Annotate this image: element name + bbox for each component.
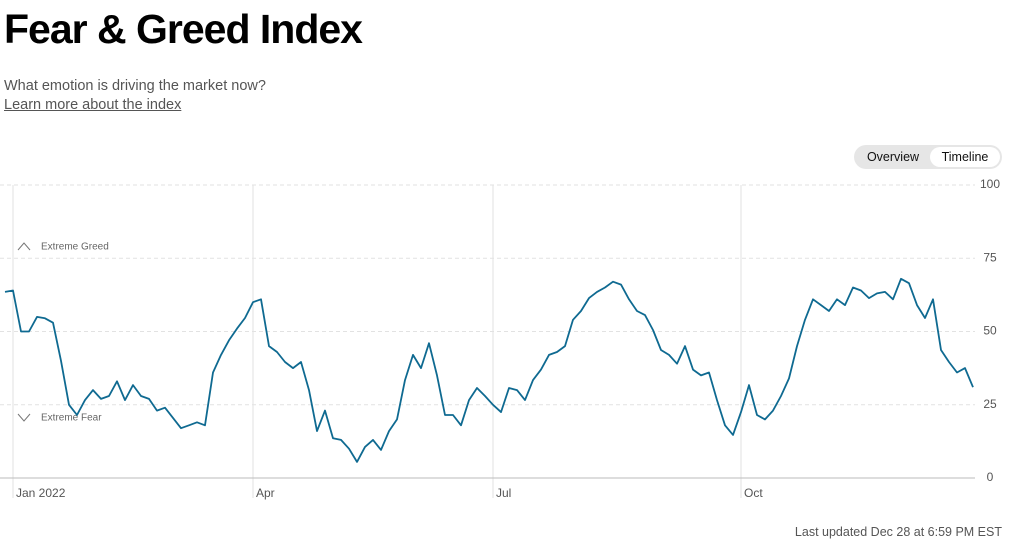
y-tick-label: 50: [983, 324, 997, 338]
annotation: Extreme Greed: [41, 242, 109, 253]
page-title: Fear & Greed Index: [4, 6, 363, 52]
y-tick-label: 0: [987, 470, 994, 484]
greed-icon: [17, 242, 31, 251]
x-tick-label: Jan 2022: [16, 486, 66, 500]
y-tick-label: 100: [980, 177, 1000, 191]
x-tick-label: Apr: [256, 486, 275, 500]
index-line: [4, 277, 974, 463]
annotation: Extreme Fear: [41, 413, 102, 424]
last-updated: Last updated Dec 28 at 6:59 PM EST: [794, 525, 1002, 539]
subtitle: What emotion is driving the market now?: [4, 78, 266, 94]
chart: Extreme Greed Extreme Fear 0 25 50 75 100 Jan…: [0, 177, 1000, 500]
view-toggle: Overview Timeline: [854, 145, 1002, 169]
overview-button[interactable]: Overview: [866, 150, 920, 164]
learn-more-link[interactable]: Learn more about the index: [4, 97, 182, 113]
fear-icon: [17, 413, 31, 422]
y-tick-label: 75: [983, 250, 997, 264]
x-tick-label: Oct: [744, 486, 763, 500]
y-tick-label: 25: [983, 397, 997, 411]
timeline-button[interactable]: Timeline: [930, 147, 1000, 167]
x-tick-label: Jul: [496, 486, 511, 500]
